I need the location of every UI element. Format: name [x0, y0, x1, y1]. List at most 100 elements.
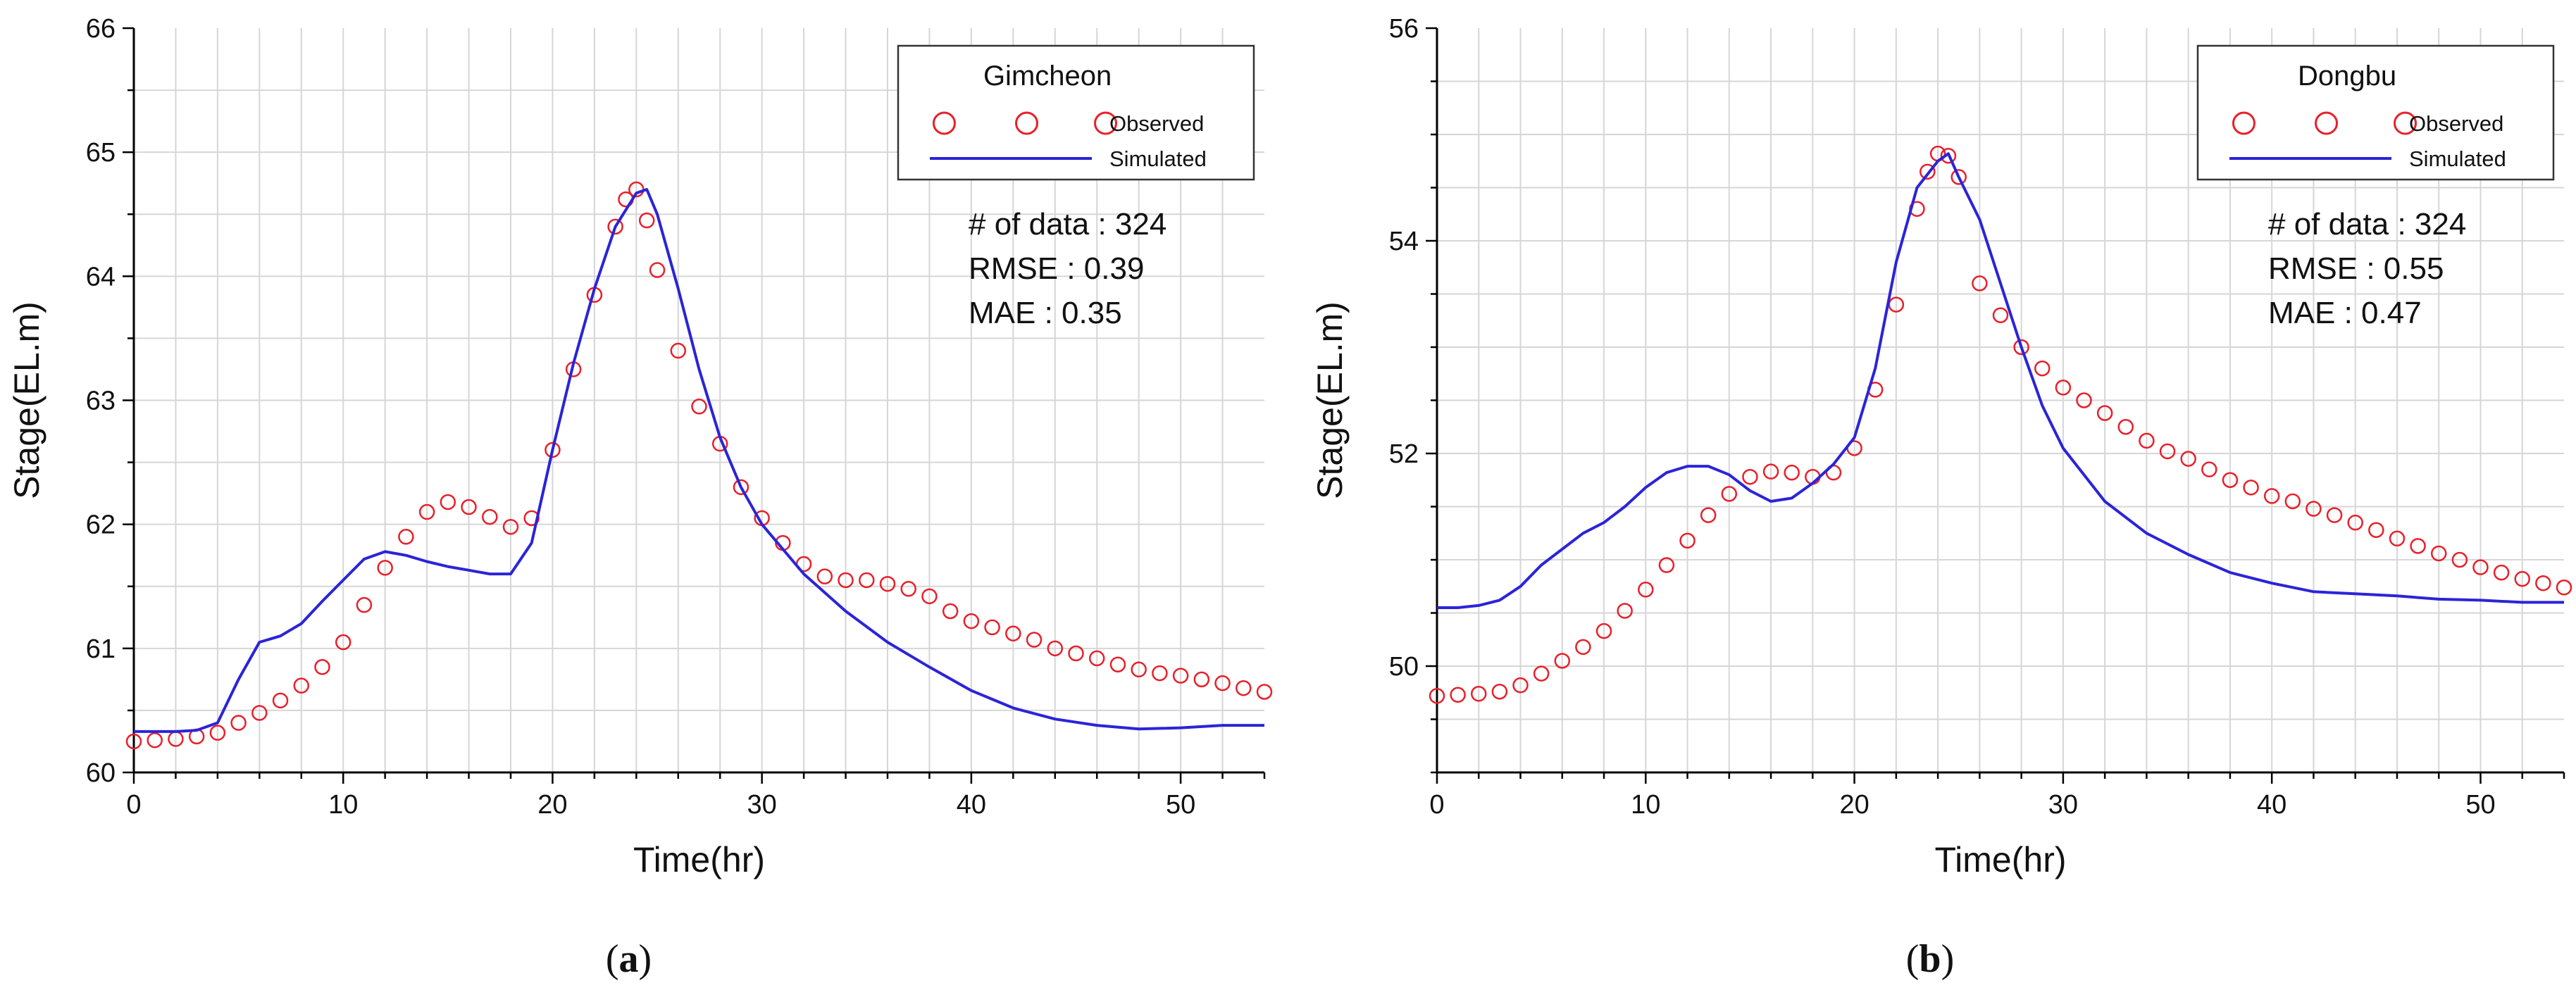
- observed-point: [1236, 680, 1252, 696]
- observed-point: [1450, 687, 1466, 703]
- observed-point: [523, 510, 540, 527]
- observed-point: [1088, 650, 1105, 667]
- stats-line: RMSE : 0.39: [969, 251, 1144, 286]
- observed-point: [1256, 684, 1273, 700]
- observed-point: [2243, 480, 2259, 496]
- observed-point: [2306, 501, 2322, 517]
- y-tick-label: 60: [86, 758, 116, 788]
- panel-label: (b): [1906, 937, 1954, 981]
- observed-point: [2430, 545, 2447, 562]
- observed-point: [1762, 463, 1779, 480]
- simulated-series-line: [1437, 152, 2564, 609]
- simulated-series-line: [134, 188, 1264, 733]
- observed-point: [2180, 451, 2196, 467]
- observed-point: [2472, 559, 2489, 575]
- observed-point: [1679, 532, 1695, 549]
- observed-point: [418, 503, 435, 520]
- observed-point: [1940, 147, 1957, 164]
- observed-point: [670, 342, 687, 359]
- observed-point: [398, 529, 414, 545]
- observed-point: [2326, 507, 2343, 523]
- observed-point: [1742, 468, 1758, 485]
- observed-point: [2034, 360, 2051, 377]
- observed-point: [1554, 653, 1571, 669]
- observed-point: [2514, 570, 2530, 587]
- stats-line: # of data : 324: [2268, 207, 2466, 242]
- observed-point: [816, 568, 833, 584]
- legend-observed-label: Observed: [2409, 111, 2503, 136]
- stats-line: MAE : 0.47: [2268, 296, 2422, 330]
- x-tick-label: 40: [2257, 790, 2286, 820]
- y-tick-label: 56: [1389, 14, 1419, 44]
- legend-observed-label: Observed: [1109, 111, 1204, 136]
- observed-point: [1638, 582, 1654, 598]
- y-tick-label: 54: [1389, 227, 1419, 256]
- observed-point: [2222, 472, 2239, 488]
- x-axis-title: Time(hr): [1934, 840, 2066, 879]
- legend-observed-marker: [1094, 111, 1118, 135]
- observed-point: [377, 560, 393, 576]
- observed-point: [1950, 169, 1967, 185]
- observed-point: [879, 575, 896, 592]
- observed-point: [209, 725, 226, 741]
- x-tick-label: 0: [1429, 790, 1444, 820]
- y-tick-label: 50: [1389, 652, 1419, 682]
- observed-point: [921, 588, 938, 605]
- observed-point: [733, 479, 749, 496]
- panel-label-close: ): [639, 937, 652, 981]
- observed-point: [649, 262, 666, 278]
- observed-point: [900, 581, 916, 597]
- observed-point: [2201, 461, 2217, 477]
- observed-point: [1491, 683, 1508, 700]
- observed-point: [1972, 275, 1988, 292]
- observed-point: [1471, 686, 1487, 702]
- stats-line: RMSE : 0.55: [2268, 251, 2444, 286]
- observed-point: [2493, 564, 2510, 581]
- observed-point: [1784, 464, 1800, 481]
- y-tick-label: 52: [1389, 439, 1419, 469]
- observed-point: [2159, 443, 2176, 460]
- observed-point: [440, 494, 456, 511]
- observed-point: [1512, 677, 1529, 694]
- legend-observed-marker: [2394, 111, 2418, 135]
- observed-point: [461, 499, 477, 515]
- chart-panel-b: 0 10 20 30 40 50 50 52 54 56 Time(hr) Stage(EL.m) Do…: [1310, 14, 2572, 981]
- observed-point: [502, 518, 519, 535]
- observed-point: [1595, 622, 1612, 639]
- observed-point: [293, 677, 310, 694]
- legend-observed-marker: [2232, 111, 2255, 135]
- y-axis-title: Stage(EL.m): [7, 301, 46, 499]
- observed-point: [2535, 575, 2551, 591]
- y-tick-label: 63: [86, 387, 116, 416]
- legend-observed-marker: [932, 111, 956, 135]
- x-tick-label: 30: [2048, 790, 2078, 820]
- stats-line: # of data : 324: [969, 207, 1166, 242]
- y-tick-label: 65: [86, 138, 116, 168]
- x-axis-title: Time(hr): [633, 840, 765, 879]
- observed-point: [1429, 688, 1445, 704]
- observed-point: [2263, 488, 2280, 504]
- observed-point: [1992, 307, 2009, 323]
- observed-point: [335, 634, 351, 651]
- panel-label: (a): [606, 937, 652, 981]
- legend-observed-marker: [1015, 111, 1039, 135]
- observed-point: [251, 705, 268, 721]
- panel-label-letter: b: [1919, 937, 1941, 981]
- x-tick-label: 50: [2465, 790, 2495, 820]
- x-tick-label: 20: [1839, 790, 1869, 820]
- legend-observed-marker: [2315, 111, 2339, 135]
- x-tick-label: 20: [537, 790, 567, 820]
- observed-point: [2368, 522, 2384, 538]
- x-tick-label: 0: [126, 790, 141, 820]
- observed-point: [1152, 665, 1168, 682]
- observed-point: [2284, 493, 2301, 510]
- chart-panel-a: 0 10 20 30 40 50 60 61 62 63 64 65 66 Time(hr) Stage(E…: [7, 14, 1273, 981]
- x-tick-label: 30: [747, 790, 777, 820]
- observed-point: [1658, 557, 1675, 573]
- legend-simulated-label: Simulated: [2409, 146, 2506, 171]
- observed-point: [984, 619, 1000, 636]
- panel-label-open: (: [606, 937, 619, 981]
- observed-point: [1005, 625, 1021, 641]
- observed-point: [691, 399, 707, 415]
- y-tick-label: 61: [86, 634, 116, 664]
